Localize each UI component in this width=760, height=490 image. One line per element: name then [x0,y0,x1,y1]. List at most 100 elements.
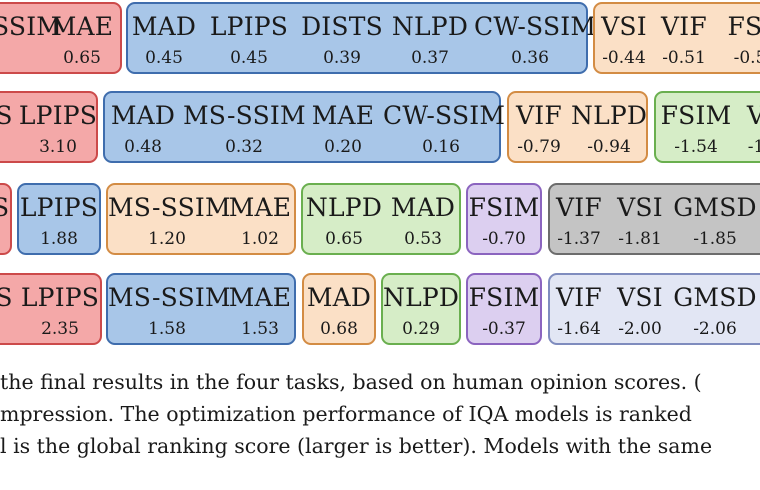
rank-group: NLPD 0.65 MAD 0.53 [301,183,461,255]
model-score: 0.36 [511,48,549,68]
model-score: 0.68 [320,319,358,339]
model-name: VIF [556,193,602,222]
model-name: MAE [228,283,292,312]
model-entry: CW-SSIM 0.16 [383,93,505,165]
rank-group: FSIM -0.37 [466,273,542,345]
model-name: MS-SSIM [108,283,231,312]
model-score: 1.20 [148,229,186,249]
model-score: 2.35 [41,319,79,339]
model-name: S [0,101,13,130]
rank-group: S LPIPS 2.35 [0,273,102,345]
model-name: V [746,101,760,130]
model-name: MAE [311,101,375,130]
model-entry: VSI -2.00 [612,275,668,347]
model-name: VIF [556,283,602,312]
task-row-4: S LPIPS 2.35 MS-SSIM 1.58 MAE 1.53 MAD 0… [0,273,760,351]
model-name: VSI [617,193,663,222]
model-entry: GMSD -2.06 [672,275,758,347]
model-entry: FSIM -1.54 [660,93,732,165]
model-name: SSIM [0,12,63,41]
model-entry: MAD 0.45 [128,4,200,76]
rank-group: MS-SSIM 1.58 MAE 1.53 [106,273,296,345]
rank-group: S [0,183,12,255]
figure-caption-line: the final results in the four tasks, bas… [0,370,702,394]
model-name: DISTS [301,12,383,41]
model-score: 0.65 [63,48,101,68]
model-score: 1.02 [241,229,279,249]
model-name: S [0,193,10,222]
model-score: 0.16 [422,137,460,157]
model-name: VSI [601,12,647,41]
model-score: 1.53 [241,319,279,339]
model-entry: MS-SSIM 0.32 [183,93,306,165]
model-score: 0.20 [324,137,362,157]
model-entry: MAE 0.65 [46,4,118,76]
model-entry: NLPD -0.94 [571,93,647,165]
task-row-3: S LPIPS 1.88 MS-SSIM 1.20 MAE 1.02 NLPD … [0,183,760,261]
rank-group: SSIM MAE 0.65 [0,2,122,74]
rank-group: MS-SSIM 1.20 MAE 1.02 [106,183,296,255]
model-entry: S [0,185,10,257]
model-name: LPIPS [20,283,100,312]
model-score: 0.32 [225,137,263,157]
model-score: 1.88 [40,229,78,249]
model-entry: VIF -1.37 [552,185,606,257]
model-name: MAE [228,193,292,222]
model-entry: MAE 1.02 [226,185,294,257]
rank-group: MAD 0.48 MS-SSIM 0.32 MAE 0.20 CW-SSIM 0… [103,91,505,165]
model-entry: VIF -0.51 [657,4,711,76]
model-name: CW-SSIM [474,12,597,41]
model-entry: DISTS 0.39 [298,4,386,76]
figure-caption-line: l is the global ranking score (larger is… [0,434,713,458]
model-name: MAD [306,283,372,312]
model-score: 1.58 [148,319,186,339]
model-name: FSIM [468,193,540,222]
model-entry: MAD 0.53 [387,185,459,257]
model-score: -1.37 [557,229,601,249]
model-entry: VIF -0.79 [511,93,567,165]
rank-group: VIF -1.37 VSI -1.81 GMSD -1.85 [548,183,760,255]
model-score: 0.37 [411,48,449,68]
task-row-1: SSIM MAE 0.65 MAD 0.45 LPIPS 0.45 DISTS … [0,2,760,80]
model-entry: S [0,93,16,165]
model-entry: MAE 1.53 [226,275,294,347]
model-score: -0.51 [662,48,706,68]
model-entry: MAD 0.68 [304,275,374,347]
model-score: -1.81 [618,229,662,249]
rank-group: VIF -0.79 NLPD -0.94 [507,91,648,163]
model-entry: FSIM -0.70 [468,185,540,257]
model-entry: NLPD 0.29 [383,275,459,347]
model-name: MAE [50,12,114,41]
rank-group: MAD 0.45 LPIPS 0.45 DISTS 0.39 NLPD 0.37… [126,2,597,76]
model-name: FSIM [468,283,540,312]
model-name: S [0,283,13,312]
model-name: FSI [727,12,760,41]
rank-group: MAD 0.68 [302,273,376,345]
model-name: VIF [661,12,707,41]
model-name: VIF [516,101,562,130]
model-name: MS-SSIM [183,101,306,130]
model-entry: LPIPS 1.88 [19,185,99,257]
model-entry: MS-SSIM 1.20 [108,185,231,257]
model-score: -1.85 [693,229,737,249]
task-row-2: S LPIPS 3.10 MAD 0.48 MS-SSIM 0.32 MAE 0… [0,91,760,169]
rank-group: NLPD 0.29 [381,273,461,345]
model-entry: LPIPS 2.35 [20,275,100,347]
model-name: NLPD [391,12,469,41]
model-name: LPIPS [18,101,98,130]
model-score: -1.64 [557,319,601,339]
model-entry: NLPD 0.65 [305,185,383,257]
figure-caption-line: mpression. The optimization performance … [0,402,692,426]
model-entry: SSIM [0,4,63,76]
model-entry: LPIPS 3.10 [18,93,98,165]
model-name: NLPD [571,101,648,130]
model-entry: LPIPS 0.45 [204,4,294,76]
model-score: -0.94 [587,137,631,157]
model-score: -2.00 [618,319,662,339]
model-entry: MS-SSIM 1.58 [108,275,231,347]
model-score: -1.54 [674,137,718,157]
model-entry: VIF -1.64 [552,275,606,347]
model-score: 3.10 [39,137,77,157]
model-name: GMSD [673,193,757,222]
model-name: FSIM [660,101,732,130]
